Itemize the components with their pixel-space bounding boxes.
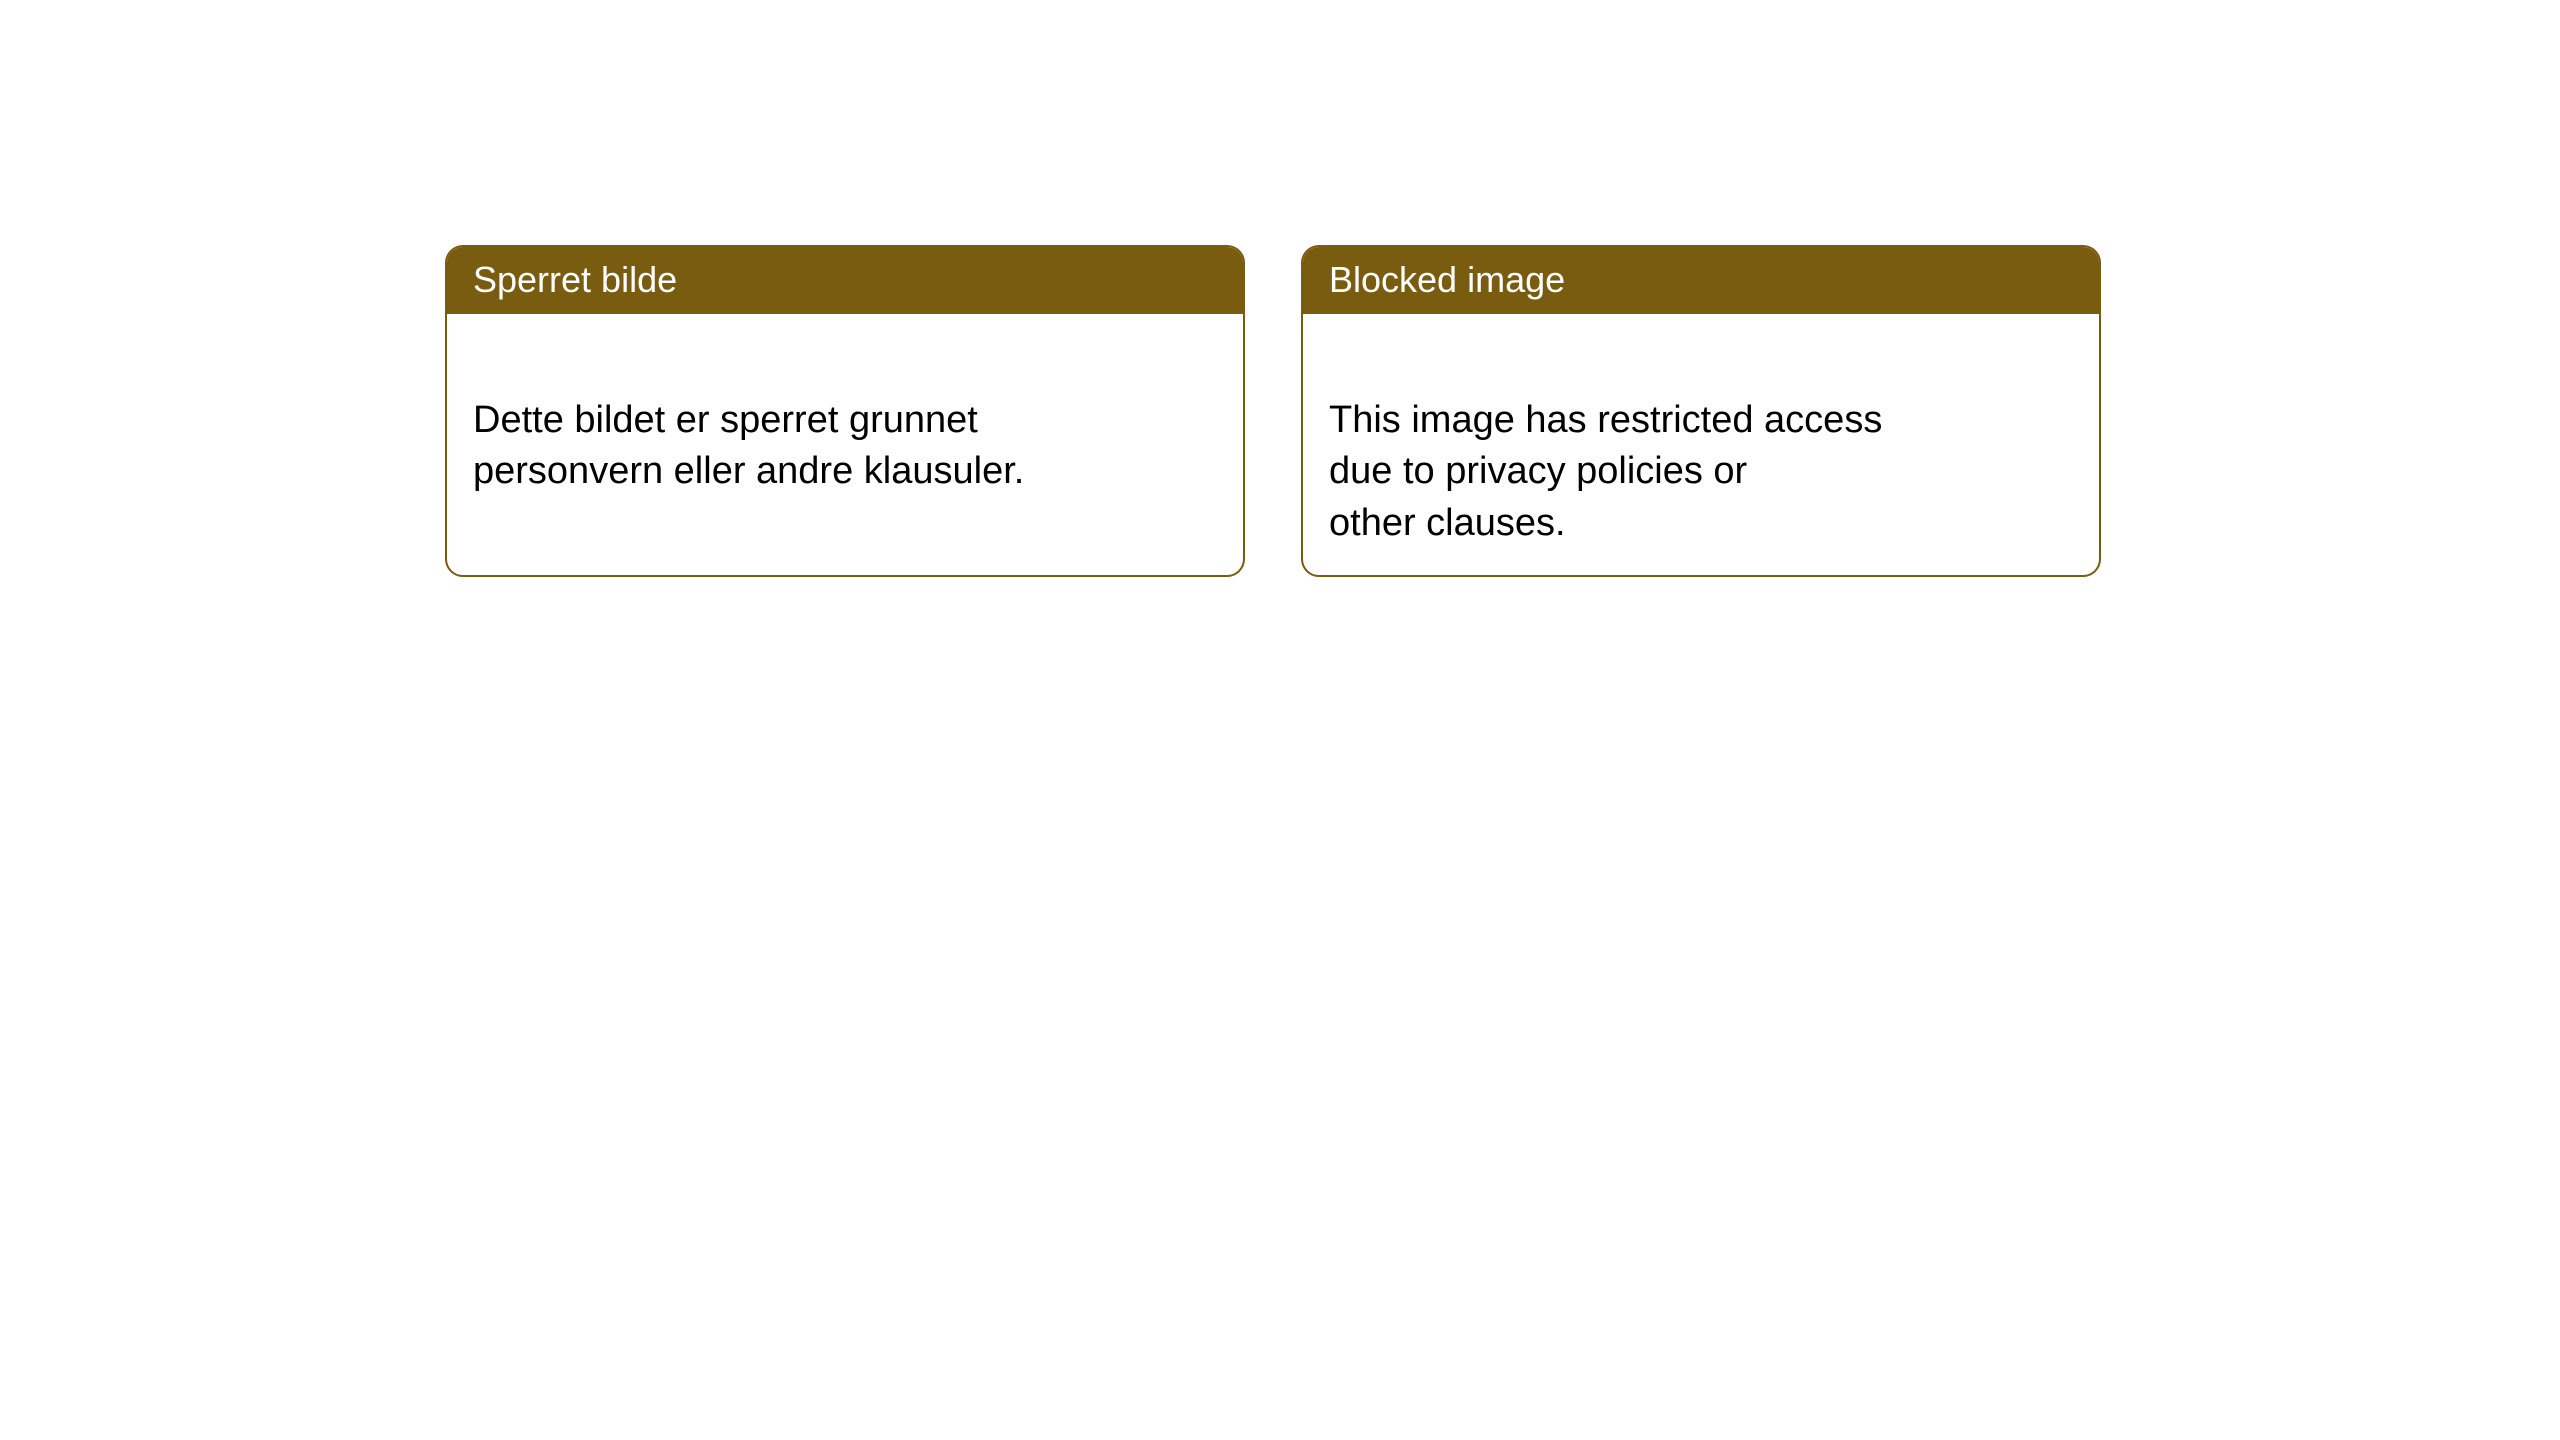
cards-container: Sperret bilde Dette bildet er sperret gr… — [445, 245, 2101, 577]
card-header-no: Sperret bilde — [447, 247, 1243, 314]
card-title-no: Sperret bilde — [473, 259, 677, 300]
card-header-en: Blocked image — [1303, 247, 2099, 314]
blocked-image-card-en: Blocked image This image has restricted … — [1301, 245, 2101, 577]
blocked-image-card-no: Sperret bilde Dette bildet er sperret gr… — [445, 245, 1245, 577]
card-body-text-no: Dette bildet er sperret grunnet personve… — [473, 399, 1024, 492]
card-body-no: Dette bildet er sperret grunnet personve… — [447, 314, 1243, 528]
card-body-text-en: This image has restricted access due to … — [1329, 399, 1882, 544]
card-title-en: Blocked image — [1329, 259, 1565, 300]
card-body-en: This image has restricted access due to … — [1303, 314, 2099, 577]
